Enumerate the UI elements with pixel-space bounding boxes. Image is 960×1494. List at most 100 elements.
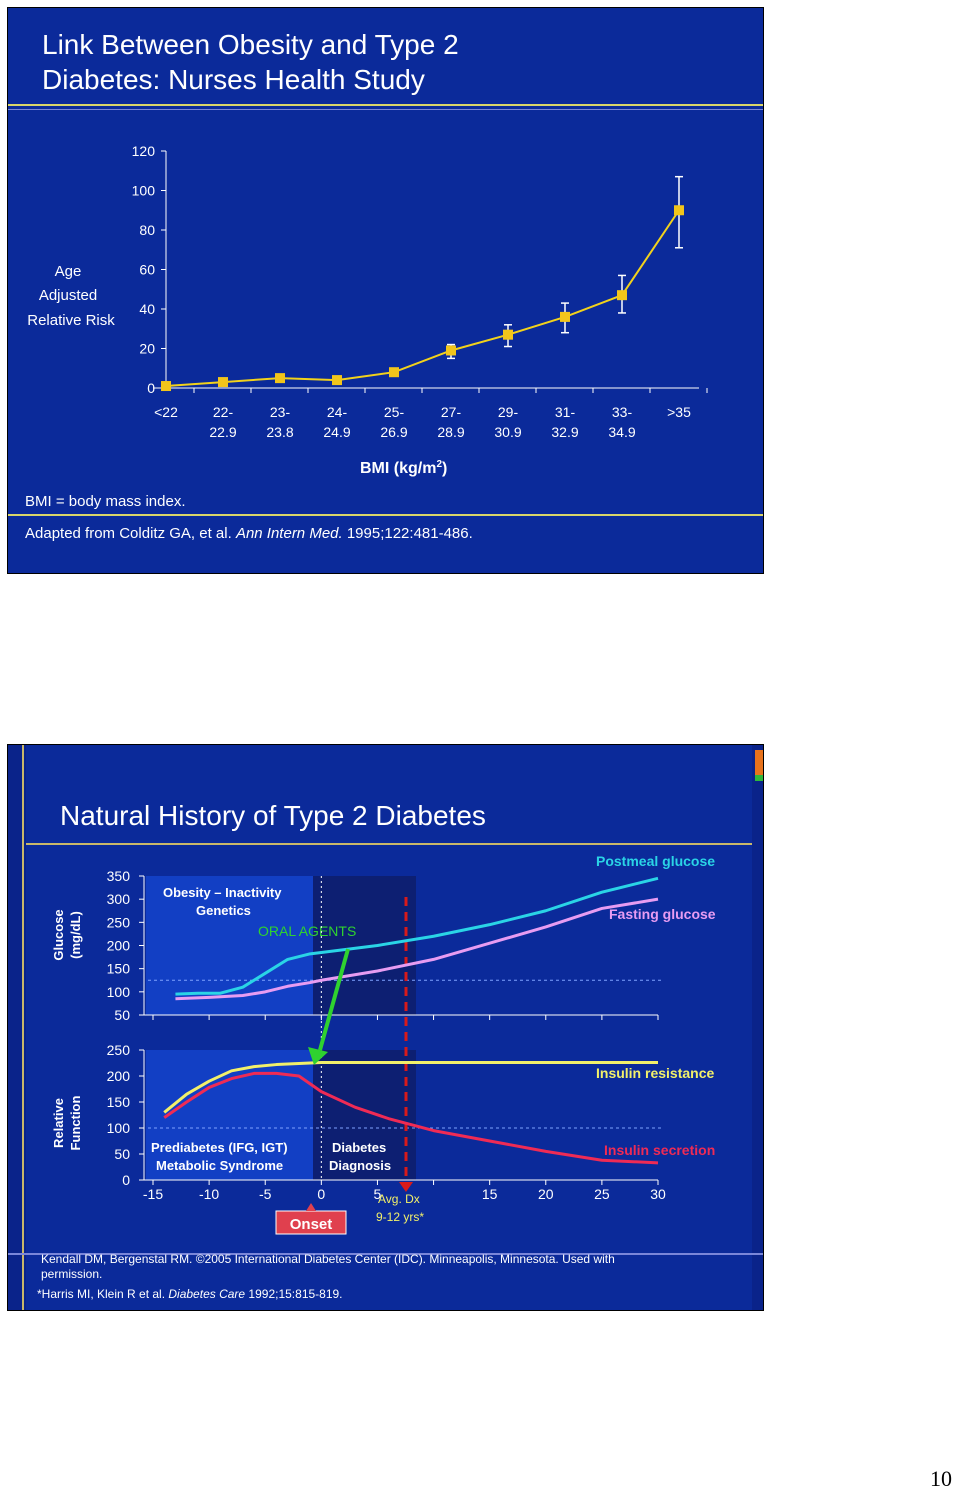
x-tick-label: 0	[317, 1186, 325, 1202]
fasting-glucose-legend: Fasting glucose	[609, 906, 716, 922]
function-y-tick-label: 50	[114, 1146, 130, 1162]
function-axis-label-line1: Relative	[51, 1098, 66, 1148]
slide1-title-line2: Diabetes: Nurses Health Study	[42, 64, 425, 95]
insulin-secretion-legend: Insulin secretion	[604, 1142, 715, 1158]
y-axis-label-line1: Age	[55, 263, 82, 280]
postmeal-glucose-line	[175, 876, 659, 996]
left-edge-line	[22, 745, 24, 1310]
glucose-y-tick-label: 50	[114, 1007, 130, 1023]
data-point-marker	[674, 205, 684, 216]
avg-dx-years-label: 9-12 yrs*	[376, 1210, 424, 1224]
x-tick-label: 24.9	[323, 424, 350, 440]
glucose-axis-label-line1: Glucose	[51, 909, 66, 960]
slide2-canvas: Natural History of Type 2 Diabetes Gluco…	[8, 745, 763, 1310]
insulin-resistance-line	[163, 1060, 658, 1114]
slide2-background	[8, 745, 763, 1310]
x-tick-label: 22-	[213, 404, 234, 420]
x-tick-label: 32.9	[551, 424, 578, 440]
title-rule	[26, 843, 752, 845]
x-tick-label: 34.9	[608, 424, 635, 440]
bottom-dx-shade	[313, 1050, 416, 1180]
title-rule-thin	[8, 109, 763, 110]
x-tick-label: 30.9	[494, 424, 521, 440]
natural-history-chart: Glucose (mg/dL) Relative Function Obesit…	[51, 853, 716, 1235]
page-number: 10	[930, 1466, 952, 1491]
corner-marker-green	[755, 775, 763, 781]
left-edge-panel	[8, 745, 26, 1310]
slide1-title-line1: Link Between Obesity and Type 2	[42, 29, 459, 60]
y-tick-label: 60	[139, 262, 155, 278]
x-tick-label: -15	[143, 1186, 163, 1202]
function-y-tick-label: 0	[122, 1172, 130, 1188]
data-point-marker	[446, 345, 456, 356]
x-tick-label: 29-	[498, 404, 519, 420]
x-tick-label: 26.9	[380, 424, 407, 440]
data-point-marker	[275, 373, 285, 384]
y-tick-label: 0	[147, 380, 155, 396]
function-y-tick-label: 100	[107, 1120, 131, 1136]
insulin-resistance-legend: Insulin resistance	[596, 1065, 714, 1081]
right-edge-panel	[752, 745, 763, 1310]
x-tick-label: -5	[259, 1186, 272, 1202]
avg-dx-label: Avg. Dx	[378, 1192, 420, 1206]
relative-risk-chart: 0 20 40 60 80 100 120 <22 22- 22.9 23- 23.8 24- 24.9 2…	[132, 143, 708, 440]
glucose-y-tick-label: 150	[107, 961, 131, 977]
y-tick-label: 40	[139, 301, 155, 317]
glucose-y-tick-label: 100	[107, 984, 131, 1000]
glucose-axis-label-line2: (mg/dL)	[68, 911, 83, 959]
x-axis-label: BMI (kg/m2)	[360, 459, 447, 477]
slide1-canvas: Link Between Obesity and Type 2 Diabetes…	[8, 29, 763, 542]
corner-marker-orange	[755, 750, 763, 775]
data-point-marker	[389, 367, 399, 378]
y-axis-label-line3: Relative Risk	[27, 312, 115, 329]
y-tick-label: 120	[132, 143, 156, 159]
onset-pointer	[306, 1203, 316, 1211]
slide-obesity-diabetes: Link Between Obesity and Type 2 Diabetes…	[7, 7, 764, 574]
x-tick-label: 25-	[384, 404, 405, 420]
footer-credit-line2: permission.	[41, 1267, 102, 1281]
x-tick-label: 23.8	[266, 424, 293, 440]
x-tick-label: 27-	[441, 404, 462, 420]
slide-natural-history: Natural History of Type 2 Diabetes Gluco…	[7, 744, 764, 1311]
x-tick-label: 24-	[327, 404, 348, 420]
data-point-marker	[560, 311, 570, 322]
glucose-y-tick-label: 300	[107, 891, 131, 907]
y-tick-label: 80	[139, 222, 155, 238]
footer-rule	[8, 514, 763, 516]
x-tick-label: 28.9	[437, 424, 464, 440]
data-point-marker	[503, 329, 513, 340]
x-tick-label: >35	[667, 404, 691, 420]
x-tick-label: 20	[538, 1186, 554, 1202]
top-dx-shade	[313, 876, 416, 1015]
y-tick-label: 20	[139, 341, 155, 357]
x-tick-label: 30	[650, 1186, 666, 1202]
data-point-marker	[218, 377, 228, 388]
footer-credit-line1: Kendall DM, Bergenstal RM. ©2005 Interna…	[41, 1252, 615, 1266]
oral-agents-arrow	[318, 948, 350, 1051]
insulin-secretion-line	[163, 1071, 659, 1165]
risk-line	[165, 209, 680, 388]
diagnosis-arrowhead	[399, 1182, 413, 1192]
onset-label: Onset	[290, 1216, 333, 1233]
function-y-tick-label: 200	[107, 1068, 131, 1084]
function-y-tick-label: 250	[107, 1042, 131, 1058]
x-tick-label: 33-	[612, 404, 633, 420]
x-tick-label: 22.9	[209, 424, 236, 440]
oral-agents-arrowhead	[308, 1047, 328, 1065]
x-tick-label: 23-	[270, 404, 291, 420]
data-point-marker	[332, 375, 342, 386]
function-y-tick-label: 150	[107, 1094, 131, 1110]
postmeal-glucose-legend: Postmeal glucose	[596, 853, 715, 869]
obesity-inactivity-label: Obesity – Inactivity	[163, 885, 282, 900]
x-tick-label: <22	[154, 404, 178, 420]
glucose-y-tick-label: 200	[107, 938, 131, 954]
citation: Adapted from Colditz GA, et al. Ann Inte…	[25, 525, 473, 542]
glucose-y-tick-label: 250	[107, 914, 131, 930]
metabolic-syndrome-label: Metabolic Syndrome	[156, 1158, 283, 1173]
diagnosis-label: Diagnosis	[329, 1158, 391, 1173]
function-axis-label-line2: Function	[68, 1096, 83, 1151]
x-tick-label: 25	[594, 1186, 610, 1202]
x-tick-label: -10	[199, 1186, 219, 1202]
data-point-marker	[617, 290, 627, 301]
data-point-marker	[161, 381, 171, 392]
